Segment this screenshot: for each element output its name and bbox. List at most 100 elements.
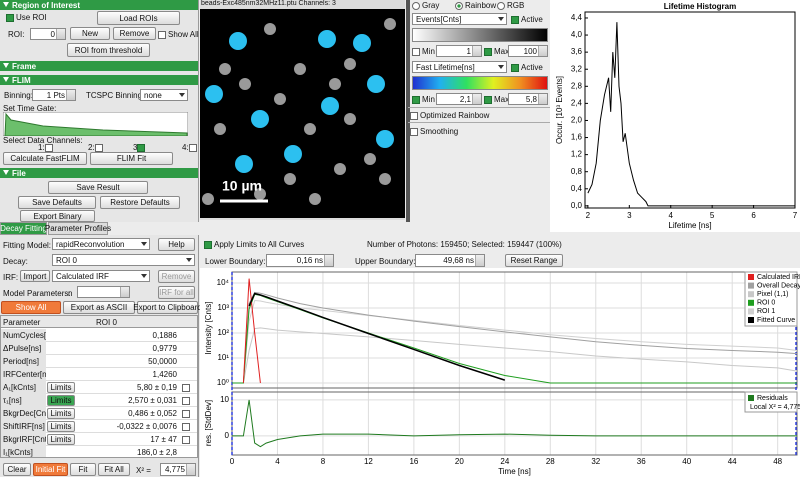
input-field[interactable]: 49,68 ns (415, 254, 485, 267)
radio-box[interactable] (455, 1, 463, 10)
input-field[interactable]: 0 (30, 28, 66, 40)
fix-checkbox[interactable] (182, 396, 192, 405)
checkbox[interactable]: Max (484, 95, 509, 104)
checkbox[interactable]: 3 (133, 143, 147, 152)
table-row: A₁[kCnts] Limits 5,80 ± 0,19 (1, 381, 197, 394)
input-field[interactable]: 0,16 ns (266, 254, 334, 267)
button[interactable]: Save Result (48, 181, 148, 194)
input-field[interactable]: 100 (508, 45, 548, 57)
button[interactable]: Fit All (98, 463, 130, 476)
input-field[interactable]: 4,775 (160, 463, 196, 476)
legend-swatch (748, 299, 754, 306)
label: Upper Boundary: (355, 257, 416, 266)
checkbox[interactable]: 2: (88, 143, 105, 152)
limits-button[interactable]: Limits (47, 382, 75, 393)
button[interactable]: New (70, 27, 110, 40)
button[interactable]: Reset Range (505, 254, 563, 267)
button[interactable]: Export Binary (20, 210, 95, 222)
fix-checkbox[interactable] (182, 435, 192, 444)
checkbox[interactable]: Min (412, 47, 435, 56)
checkbox[interactable]: Min (412, 95, 435, 104)
checkbox-box[interactable] (6, 13, 14, 22)
checkbox-box[interactable] (412, 95, 420, 104)
histogram-chart: Lifetime Histogram 0,0 0,4 0,8 1,2 1,6 2,0 2,4 2… (550, 0, 800, 232)
fix-checkbox[interactable] (182, 383, 192, 392)
fix-checkbox[interactable] (182, 422, 192, 431)
radio-option[interactable]: RGB (497, 1, 524, 10)
input-field[interactable]: 5,8 (508, 93, 548, 105)
radio-option[interactable]: Rainbow (455, 1, 496, 10)
tab[interactable]: Decay Fitting (0, 222, 47, 235)
checkbox-box[interactable] (484, 47, 492, 56)
checkbox[interactable]: Max (484, 47, 509, 56)
checkbox-box[interactable] (182, 409, 190, 418)
checkbox[interactable]: Apply Limits to All Curves (204, 240, 304, 249)
decay-curve (232, 291, 798, 384)
label: Set Time Gate: (3, 104, 57, 113)
button[interactable]: Clear (3, 463, 31, 476)
button[interactable]: Calculate FastFLIM (3, 152, 87, 165)
button[interactable]: Save Defaults (18, 196, 96, 209)
checkbox[interactable]: Show All (158, 30, 199, 39)
checkbox-box[interactable] (182, 422, 190, 431)
checkbox-label: Min (422, 95, 435, 104)
checkbox[interactable]: 1: (38, 143, 55, 152)
tab[interactable]: Parameter Profiles (44, 222, 112, 235)
checkbox-box[interactable] (182, 435, 190, 444)
limits-button[interactable]: Limits (47, 395, 75, 406)
button[interactable]: Fit (70, 463, 96, 476)
radio-box[interactable] (497, 1, 505, 10)
button[interactable]: Show All (1, 301, 61, 314)
dropdown[interactable]: ROI 0 (52, 254, 195, 266)
input-field[interactable]: 1 (436, 45, 482, 57)
dropdown[interactable]: none (140, 89, 188, 101)
button[interactable]: Restore Defaults (100, 196, 180, 209)
button[interactable]: Help (158, 238, 195, 251)
checkbox-box[interactable] (511, 63, 519, 72)
button[interactable]: Import (20, 270, 50, 282)
checkbox-box[interactable] (410, 127, 418, 136)
checkbox-box[interactable] (412, 47, 420, 56)
button[interactable]: Remove (113, 27, 156, 40)
param-name: I₁[kCnts] (1, 446, 46, 457)
checkbox-box[interactable] (484, 95, 492, 104)
checkbox[interactable]: Use ROI (6, 13, 47, 22)
button[interactable]: Load ROIs (97, 11, 180, 25)
checkbox-box[interactable] (182, 383, 190, 392)
checkbox-box[interactable] (94, 143, 103, 152)
button[interactable]: Remove (158, 270, 195, 283)
checkbox-box[interactable] (188, 143, 197, 152)
dropdown[interactable]: rapidReconvolution (52, 238, 150, 250)
button[interactable]: ROI from threshold (67, 43, 150, 57)
dropdown[interactable]: Calculated IRF (52, 270, 150, 282)
checkbox[interactable]: Active (511, 63, 543, 72)
dropdown[interactable]: Fast Lifetime[ns] (412, 61, 507, 73)
button[interactable]: Initial Fit (33, 463, 68, 476)
checkbox[interactable]: Active (511, 15, 543, 24)
radio-box[interactable] (412, 1, 420, 10)
radio-option[interactable]: Gray (412, 1, 439, 10)
button[interactable]: Export to Clipboard (133, 301, 202, 314)
checkbox-box[interactable] (158, 30, 166, 39)
dropdown[interactable]: Events[Cnts] (412, 13, 507, 25)
checkbox[interactable]: Optimized Rainbow (410, 111, 489, 120)
input-field[interactable]: 2,1 (436, 93, 482, 105)
y-axis-label: Occur. [10³ Events] (555, 76, 564, 144)
input-field[interactable] (77, 286, 130, 298)
limits-button[interactable]: Limits (47, 408, 75, 419)
button[interactable]: IRF for all (158, 286, 195, 299)
fix-checkbox[interactable] (182, 409, 192, 418)
checkbox-box[interactable] (182, 396, 190, 405)
button[interactable]: FLIM Fit (90, 152, 173, 165)
checkbox-box[interactable] (511, 15, 519, 24)
limits-button[interactable]: Limits (47, 434, 75, 445)
checkbox-box[interactable] (137, 143, 146, 152)
checkbox-box[interactable] (410, 111, 418, 120)
button[interactable]: Export as ASCII (63, 301, 135, 314)
limits-button[interactable]: Limits (47, 421, 75, 432)
input-field[interactable]: 1 Pts (32, 89, 76, 101)
checkbox-box[interactable] (204, 240, 212, 249)
checkbox-box[interactable] (44, 143, 53, 152)
checkbox[interactable]: Smoothing (410, 127, 458, 136)
checkbox[interactable]: 4: (182, 143, 199, 152)
